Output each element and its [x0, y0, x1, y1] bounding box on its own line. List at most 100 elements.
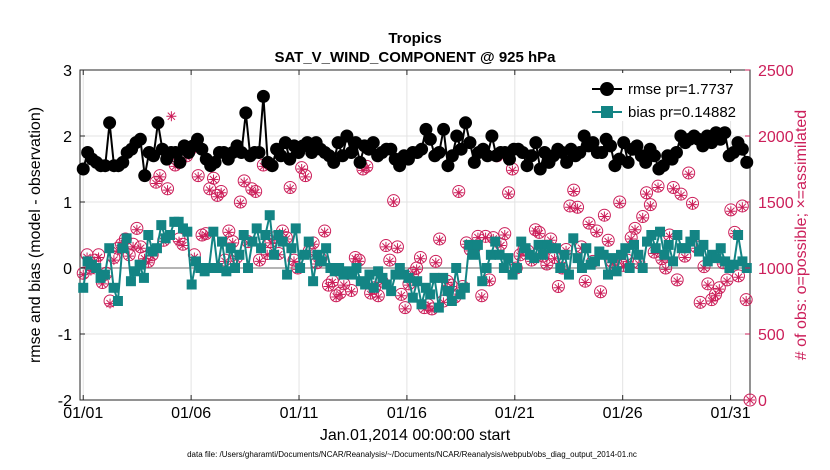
obs-assimilated-marker [484, 276, 495, 287]
obs-assimilated-marker [177, 240, 188, 251]
bias-point [221, 266, 232, 277]
obs-assimilated-marker [534, 228, 545, 239]
rmse-point [432, 146, 446, 159]
obs-assimilated-marker [350, 253, 361, 264]
rmse-point [252, 146, 266, 159]
obs-assimilated-marker [725, 206, 736, 217]
bias-point [381, 279, 392, 290]
bias-point [407, 292, 418, 303]
obs-assimilated-marker [400, 303, 411, 314]
obs-assimilated-marker [380, 241, 391, 252]
rmse-point [529, 136, 543, 150]
obs-assimilated-marker [503, 189, 514, 200]
obs-assimilated-marker [603, 236, 614, 247]
obs-assimilated-marker [599, 211, 610, 222]
obs-assimilated-marker [541, 260, 552, 271]
bias-point [182, 226, 193, 237]
rmse-point [586, 136, 600, 150]
bias-point [234, 249, 245, 260]
rmse-point [669, 146, 683, 159]
bias-point [277, 236, 288, 247]
obs-assimilated-marker [197, 231, 208, 242]
rmse-point [190, 132, 204, 146]
bias-point [516, 236, 527, 247]
obs-possible-marker [743, 393, 757, 407]
bias-point [472, 239, 483, 250]
y-tick-label-left: 2 [63, 129, 72, 146]
rmse-point [740, 155, 754, 169]
obs-assimilated-marker [78, 269, 89, 280]
bias-point [386, 286, 397, 297]
bias-point [607, 253, 618, 264]
bias-point [208, 226, 219, 237]
obs-assimilated-marker [93, 252, 104, 263]
obs-assimilated-marker [572, 203, 583, 214]
obs-assimilated-marker [323, 281, 334, 292]
obs-assimilated-marker [216, 187, 227, 198]
obs-assimilated-marker [702, 280, 713, 291]
bias-point [646, 230, 657, 240]
obs-assimilated-marker [660, 264, 671, 275]
obs-assimilated-marker [426, 305, 437, 316]
obs-assimilated-marker [200, 230, 211, 240]
obs-assimilated-marker [373, 292, 384, 303]
bias-point [568, 233, 579, 244]
obs-assimilated-marker [741, 296, 752, 306]
obs-assimilated-marker [97, 278, 108, 289]
obs-assimilated-marker [166, 111, 177, 122]
obs-assimilated-marker [515, 251, 526, 262]
obs-assimilated-marker [495, 240, 506, 251]
rmse-point [520, 159, 534, 173]
rmse-point [256, 89, 270, 103]
x-tick-label: 01/11 [280, 405, 319, 422]
axes: 01/01 01/06 01/11 01/16 01/21 01/26 01/31 -2 -1 0… [58, 63, 794, 422]
bias-point [733, 230, 744, 240]
obs-assimilated-marker [438, 297, 449, 308]
y-tick-label-right: 1500 [758, 195, 794, 212]
bias-point [138, 272, 149, 283]
obs-assimilated-marker [676, 190, 687, 201]
obs-assimilated-marker [649, 248, 660, 259]
bias-point [598, 249, 609, 260]
bias-point [269, 249, 280, 260]
bias-point [559, 249, 570, 260]
bias-point [533, 239, 544, 250]
bias-point [689, 230, 700, 240]
obs-assimilated-marker [645, 200, 656, 211]
bias-point [555, 263, 566, 273]
bias-point [273, 230, 284, 240]
obs-assimilated-marker [266, 237, 277, 248]
obs-assimilated-marker [85, 265, 96, 276]
bias-point [659, 249, 670, 260]
rmse-point [621, 155, 635, 169]
bias-point [212, 263, 223, 273]
obs-assimilated-marker [568, 186, 579, 197]
legend-rmse-label: rmse pr=1.7737 [628, 81, 733, 98]
rmse-point [76, 162, 90, 176]
bias-point [615, 249, 626, 260]
bias-point [256, 243, 267, 254]
bias-point [373, 266, 384, 277]
obs-assimilated-marker [204, 185, 215, 196]
bias-point [446, 296, 457, 306]
obs-assimilated-marker [499, 230, 510, 240]
bias-point [164, 230, 175, 240]
obs-assimilated-marker [357, 165, 368, 176]
bias-point [99, 269, 110, 280]
obs-assimilated-marker [131, 224, 142, 235]
bias-point [303, 236, 314, 247]
obs-assimilated-marker [327, 277, 338, 288]
bias-point [121, 233, 132, 244]
bias-point [451, 263, 462, 273]
legend-bias-marker [601, 106, 613, 118]
bias-point [433, 302, 444, 313]
obs-assimilated-marker [354, 256, 365, 267]
obs-assimilated-marker [288, 256, 299, 267]
bias-point [217, 236, 228, 247]
legend-bias-label: bias pr=0.14882 [628, 104, 736, 121]
bias-point [655, 226, 666, 237]
bias-point [550, 243, 561, 254]
bias-point [698, 239, 709, 250]
obs-assimilated-marker [714, 284, 725, 295]
bias-point [186, 279, 197, 290]
